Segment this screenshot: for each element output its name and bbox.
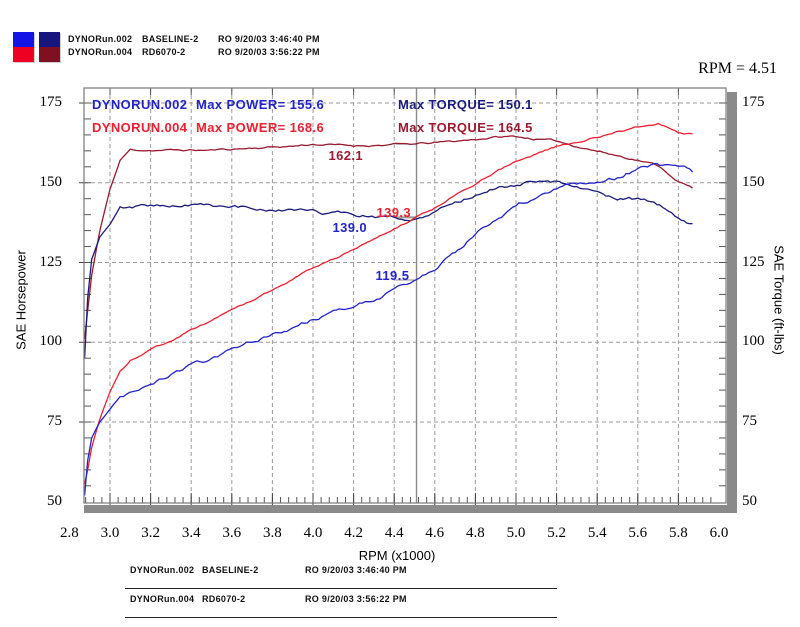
x-tick-5.8: 5.8 bbox=[669, 525, 688, 541]
table-row-1-stamp: RO 9/20/03 3:46:40 PM bbox=[305, 565, 407, 575]
cursor-value-torque-004: 162.1 bbox=[328, 148, 364, 164]
curve-run002_power bbox=[83, 162, 694, 496]
run-legend: DYNORun.002 BASELINE-2 RO 9/20/03 3:46:4… bbox=[0, 0, 420, 70]
x-tick-4.0: 4.0 bbox=[303, 525, 323, 541]
curve-run004_torque bbox=[83, 135, 693, 340]
legend-swatch-torque-002 bbox=[39, 32, 60, 47]
annotation-run-002-torque: Max TORQUE= 150.1 bbox=[398, 97, 533, 112]
legend-row-2-desc: RD6070-2 bbox=[142, 47, 186, 57]
x-tick-4.8: 4.8 bbox=[466, 525, 485, 541]
x-tick-3.4: 3.4 bbox=[181, 525, 201, 541]
x-tick-5.4: 5.4 bbox=[587, 525, 607, 541]
y-tick-left-125: 125 bbox=[39, 253, 63, 270]
y-tick-left-50: 50 bbox=[47, 492, 62, 509]
x-tick-4.6: 4.6 bbox=[425, 525, 445, 541]
x-tick-5.2: 5.2 bbox=[547, 525, 566, 541]
y-tick-left-75: 75 bbox=[47, 413, 62, 429]
y-tick-left-150: 150 bbox=[39, 173, 63, 190]
table-rule-1 bbox=[125, 588, 557, 589]
annotation-run-002: DYNORUN.002 Max POWER= 155.6 Max TORQUE=… bbox=[92, 97, 692, 112]
table-rule-2 bbox=[125, 617, 557, 618]
table-row-1-desc: BASELINE-2 bbox=[202, 565, 259, 575]
y-tick-right-125: 125 bbox=[742, 253, 765, 270]
annotation-run-004: DYNORUN.004 Max POWER= 168.6 Max TORQUE=… bbox=[92, 120, 692, 135]
annotation-run-002-name: DYNORUN.002 bbox=[92, 97, 188, 112]
y-tick-right-175: 175 bbox=[742, 94, 765, 110]
y-tick-right-50: 50 bbox=[742, 492, 757, 509]
plot-border bbox=[83, 87, 727, 504]
legend-swatch-power-004 bbox=[13, 47, 34, 62]
annotation-run-002-power: Max POWER= 155.6 bbox=[196, 97, 325, 112]
curve-run002_torque bbox=[83, 180, 693, 359]
cursor-rpm-readout: RPM = 4.51 bbox=[698, 60, 777, 77]
y-tick-right-150: 150 bbox=[742, 173, 765, 190]
annotation-run-004-power: Max POWER= 168.6 bbox=[196, 120, 325, 135]
annotation-run-004-torque: Max TORQUE= 164.5 bbox=[398, 120, 533, 135]
y-tick-right-100: 100 bbox=[742, 333, 765, 350]
plot-shadow-bottom bbox=[84, 505, 737, 513]
legend-swatch-torque-004 bbox=[39, 47, 60, 62]
x-tick-3.2: 3.2 bbox=[141, 525, 160, 541]
x-tick-3.6: 3.6 bbox=[222, 525, 242, 541]
table-row-2-desc: RD6070-2 bbox=[202, 594, 246, 604]
y-right-axis-title: SAE Torque (ft-lbs) bbox=[771, 245, 787, 355]
x-tick-4.4: 4.4 bbox=[384, 525, 404, 541]
legend-row-2-file: DYNORun.004 bbox=[68, 47, 133, 57]
x-tick-2.8: 2.8 bbox=[60, 525, 79, 541]
x-tick-5.6: 5.6 bbox=[628, 525, 648, 541]
legend-row-2-stamp: RO 9/20/03 3:56:22 PM bbox=[218, 47, 320, 57]
legend-row-1-stamp: RO 9/20/03 3:46:40 PM bbox=[218, 34, 320, 44]
x-tick-3.8: 3.8 bbox=[263, 525, 282, 541]
y-tick-left-175: 175 bbox=[39, 94, 63, 110]
y-tick-right-75: 75 bbox=[742, 413, 757, 429]
legend-row-1-file: DYNORun.002 bbox=[68, 34, 133, 44]
cursor-value-torque-002: 139.0 bbox=[332, 219, 368, 235]
legend-swatch-power-002 bbox=[13, 32, 34, 47]
y-tick-left-100: 100 bbox=[39, 333, 63, 350]
plot-shadow-right bbox=[727, 92, 737, 513]
table-row-2-file: DYNORun.004 bbox=[130, 594, 195, 604]
cursor-value-power-002: 119.5 bbox=[375, 268, 410, 284]
table-row-2-stamp: RO 9/20/03 3:56:22 PM bbox=[305, 594, 407, 604]
run-table: DYNORun.002 BASELINE-2 RO 9/20/03 3:46:4… bbox=[0, 560, 800, 627]
x-tick-4.2: 4.2 bbox=[344, 525, 363, 541]
table-row-1-file: DYNORun.002 bbox=[130, 565, 195, 575]
y-left-axis-title: SAE Horsepower bbox=[13, 250, 29, 350]
x-tick-6.0: 6.0 bbox=[709, 525, 729, 541]
x-tick-3.0: 3.0 bbox=[100, 525, 120, 541]
x-axis-title: RPM (x1000) bbox=[358, 548, 436, 563]
legend-row-1-desc: BASELINE-2 bbox=[142, 34, 199, 44]
cursor-value-power-004: 139.3 bbox=[376, 204, 412, 220]
curve-run004_power bbox=[83, 122, 693, 485]
annotation-run-004-name: DYNORUN.004 bbox=[92, 120, 188, 135]
x-tick-5.0: 5.0 bbox=[506, 525, 526, 541]
